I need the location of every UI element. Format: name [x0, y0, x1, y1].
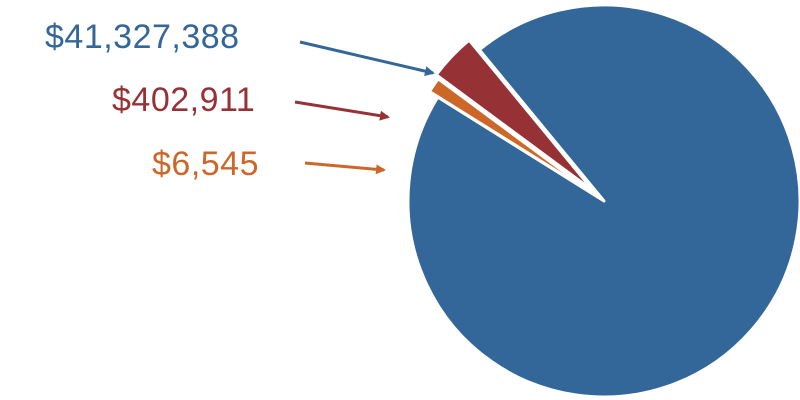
pie-slice-1 [406, 3, 800, 399]
slice-label-2: $402,911 [112, 81, 255, 119]
pie-slices [406, 3, 800, 399]
slice-annotations: $41,327,388 $402,911 $6,545 [45, 18, 435, 183]
label-arrow-slice-3 [304, 161, 386, 175]
slice-label-3: $6,545 [152, 145, 259, 183]
pie-slice-3 [428, 77, 598, 197]
label-arrow-slice-1 [299, 40, 435, 77]
slice-label-1: $41,327,388 [45, 18, 240, 56]
label-arrow-slice-2 [294, 100, 390, 121]
pie-slice-2 [434, 38, 596, 193]
